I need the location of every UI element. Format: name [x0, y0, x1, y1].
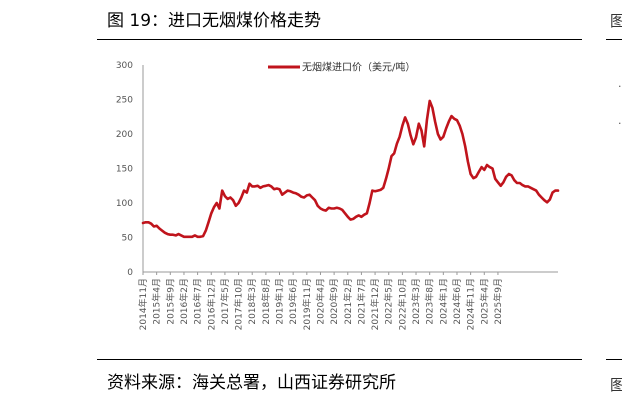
y-tick-label: 100	[116, 199, 133, 209]
x-tick-label: 2024年1月	[437, 278, 449, 325]
x-tick-label: 2021年12月	[369, 278, 381, 330]
y-tick-label: 250	[116, 96, 133, 106]
x-tick-label: 2016年2月	[178, 278, 190, 325]
source-rule	[97, 359, 582, 360]
y-tick-label: 50	[122, 234, 134, 244]
legend: 无烟煤进口价（美元/吨）	[268, 61, 415, 74]
x-tick-label: 2018年8月	[260, 278, 272, 325]
x-tick-label: 2019年1月	[274, 278, 286, 325]
adjacent-figure-source-fragment: 图	[610, 376, 622, 394]
x-tick-label: 2015年4月	[151, 278, 163, 325]
y-tick-label: 200	[116, 130, 133, 140]
adjacent-source-rule	[606, 359, 622, 360]
x-tick-label: 2016年7月	[192, 278, 204, 325]
x-axis: 2014年11月 2015年4月 2015年9月 2016年2月 2016年7月 2016…	[137, 271, 558, 330]
adjacent-figure-title-fragment: 图	[610, 12, 622, 30]
figure-title: 图 19：进口无烟煤价格走势	[107, 11, 322, 31]
adjacent-title-rule	[606, 39, 622, 40]
x-tick-label: 2018年3月	[246, 278, 258, 325]
legend-label: 无烟煤进口价（美元/吨）	[302, 61, 415, 74]
y-tick-label: 150	[116, 165, 133, 175]
x-tick-label: 2020年9月	[328, 278, 340, 325]
x-tick-label: 2022年5月	[383, 278, 395, 325]
series-group	[141, 99, 560, 239]
adjacent-figure-mark: ·	[618, 117, 622, 130]
x-tick-label: 2024年11月	[465, 278, 477, 330]
x-tick-label: 2024年6月	[451, 278, 463, 325]
x-tick-label: 2017年10月	[233, 278, 245, 330]
x-tick-label: 2022年10月	[396, 278, 408, 330]
x-tick-label: 2023年8月	[424, 278, 436, 325]
x-tick-label: 2025年9月	[492, 278, 504, 325]
x-tick-label: 2019年6月	[287, 278, 299, 325]
y-tick-label: 0	[127, 268, 133, 278]
x-tick-label: 2025年4月	[478, 278, 490, 325]
x-tick-label: 2023年3月	[410, 278, 422, 325]
x-tick-label: 2017年5月	[219, 278, 231, 325]
adjacent-figure-mark: ·	[618, 80, 622, 93]
source-note: 资料来源：海关总署，山西证券研究所	[107, 373, 396, 393]
x-tick-label: 2016年12月	[205, 278, 217, 330]
x-tick-label: 2021年2月	[342, 278, 354, 325]
x-tick-label: 2019年11月	[301, 278, 313, 330]
x-tick-label: 2020年4月	[314, 278, 326, 325]
y-tick-label: 300	[116, 61, 133, 71]
series-line-anthracite-import-price	[141, 99, 560, 239]
y-axis: 0 50 100 150 200 250 300	[116, 61, 144, 278]
x-tick-label: 2014年11月	[137, 278, 149, 330]
title-rule	[97, 39, 582, 40]
x-tick-label: 2015年9月	[164, 278, 176, 325]
x-tick-label: 2021年7月	[355, 278, 367, 325]
